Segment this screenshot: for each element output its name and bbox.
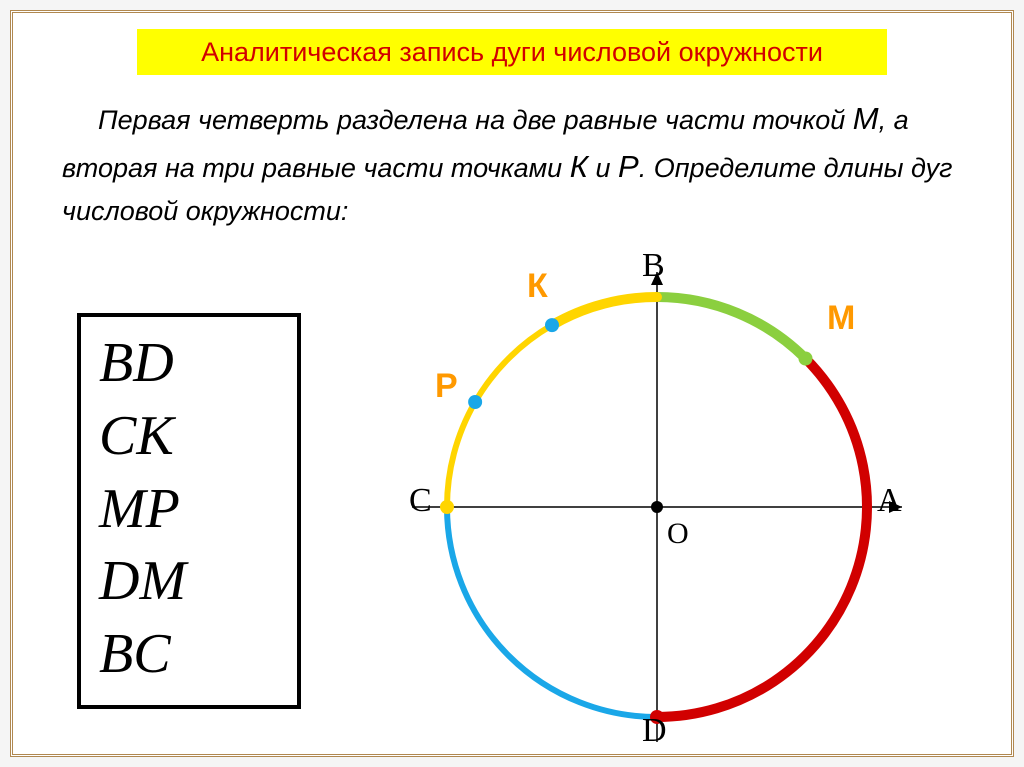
arc-KP_C — [447, 325, 552, 507]
para-ptK: К — [570, 149, 588, 184]
para-ptP: Р — [618, 149, 639, 184]
title-text: Аналитическая запись дуги числовой окруж… — [201, 37, 823, 68]
label-A: A — [877, 482, 902, 520]
arc-list-box: BD CK MP DM BC — [77, 313, 301, 709]
para-seg1: Первая четверть разделена на две равные … — [98, 105, 853, 135]
arc-CD — [447, 507, 657, 717]
label-M: М — [827, 299, 855, 338]
slide-inner: Аналитическая запись дуги числовой окруж… — [17, 17, 1007, 750]
label-B: В — [642, 247, 665, 285]
point-P — [468, 395, 482, 409]
title-bar: Аналитическая запись дуги числовой окруж… — [137, 29, 887, 75]
arc-dm: DM — [99, 545, 279, 618]
label-D: D — [642, 712, 667, 750]
label-P: Р — [435, 367, 458, 406]
arc-BK — [552, 297, 657, 325]
point-K — [545, 318, 559, 332]
point-M — [798, 352, 812, 366]
point-C — [440, 500, 454, 514]
problem-text: Первая четверть разделена на две равные … — [62, 95, 962, 233]
arc-bc: BC — [99, 618, 279, 691]
para-ptM: М — [853, 101, 879, 136]
arc-bd: BD — [99, 327, 279, 400]
label-C: С — [409, 482, 432, 520]
arc-mp: MP — [99, 473, 279, 546]
arc-ck: CK — [99, 400, 279, 473]
label-O: O — [667, 517, 689, 551]
circle-diagram: A В С D O М К Р — [337, 257, 977, 757]
slide-frame: Аналитическая запись дуги числовой окруж… — [10, 10, 1014, 757]
arc-BM — [657, 297, 805, 359]
label-K: К — [527, 267, 548, 306]
para-seg3: и — [588, 153, 618, 183]
